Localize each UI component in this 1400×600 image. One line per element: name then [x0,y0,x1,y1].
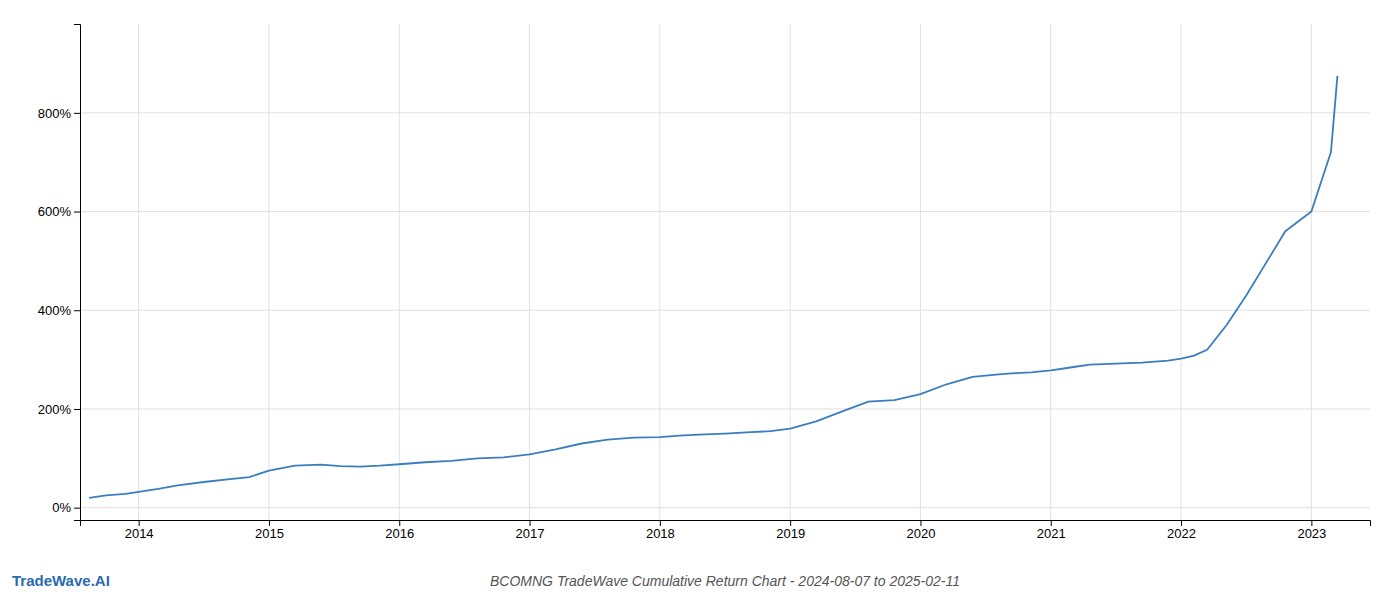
data-line [89,76,1337,498]
y-tick-mark [74,409,80,410]
x-tick: 2023 [1297,520,1326,541]
grid-line-y [80,507,1370,508]
y-tick-mark [74,113,80,114]
chart-svg: 2014 2015 2016 2017 2018 2019 2020 2021 2022 2023… [0,0,1400,600]
x-tick: 2017 [516,520,545,541]
y-tick-mark [74,508,80,509]
x-tick-mark [269,520,270,526]
x-tick: 2015 [255,520,284,541]
grid-line-x [659,24,660,520]
grid-line-x [920,24,921,520]
x-tick-label: 2018 [646,526,675,541]
grid-line-x [1311,24,1312,520]
y-tick-label: 200% [38,402,72,417]
x-axis-line [81,521,1371,527]
x-tick: 2016 [385,520,414,541]
x-tick-mark [530,520,531,526]
chart-container: 2014 2015 2016 2017 2018 2019 2020 2021 2022 2023… [0,0,1400,600]
y-tick-mark [74,212,80,213]
annotation: TradeWave.AI [12,572,110,589]
grid-line-x [268,24,269,520]
grid [80,24,1370,520]
grid-line-x [529,24,530,520]
x-tick-mark [139,520,140,526]
x-tick-label: 2015 [255,526,284,541]
x-tick-label: 2022 [1167,526,1196,541]
x-tick-mark [1051,520,1052,526]
grid-line-y [80,211,1370,212]
x-tick-label: 2021 [1037,526,1066,541]
plot-area [89,76,1337,498]
x-tick-mark [1181,520,1182,526]
y-tick-label: 0% [52,500,71,515]
y-axis: 0% 200% 400% 600% 800% [38,25,81,521]
grid-line-x [138,24,139,520]
grid-line-y [80,112,1370,113]
x-tick: 2014 [125,520,154,541]
y-tick-label: 600% [38,204,72,219]
x-tick-mark [660,520,661,526]
x-tick: 2018 [646,520,675,541]
x-tick-mark [399,520,400,526]
x-tick-mark [1311,520,1312,526]
y-tick-label: 800% [38,105,72,120]
x-tick-label: 2014 [125,526,154,541]
x-tick-label: 2020 [906,526,935,541]
y-axis-line [74,25,81,521]
x-tick: 2020 [906,520,935,541]
x-tick-label: 2017 [516,526,545,541]
y-tick: 600% [38,204,80,219]
x-tick-mark [920,520,921,526]
y-tick: 800% [38,105,80,120]
y-tick-mark [74,310,80,311]
x-tick: 2022 [1167,520,1196,541]
chart-title: BCOMNG TradeWave Cumulative Return Chart… [490,573,960,589]
x-tick-label: 2016 [385,526,414,541]
grid-line-y [80,310,1370,311]
x-tick-mark [790,520,791,526]
y-tick: 0% [52,500,80,515]
x-tick: 2019 [776,520,805,541]
grid-line-y [80,408,1370,409]
y-tick: 200% [38,402,80,417]
x-tick-label: 2019 [776,526,805,541]
y-tick: 400% [38,303,80,318]
x-axis: 2014 2015 2016 2017 2018 2019 2020 2021 2022 2023 [81,520,1371,541]
x-tick: 2021 [1037,520,1066,541]
grid-line-x [790,24,791,520]
grid-line-x [1050,24,1051,520]
grid-line-x [399,24,400,520]
grid-line-x [1181,24,1182,520]
y-tick-label: 400% [38,303,72,318]
x-tick-label: 2023 [1297,526,1326,541]
